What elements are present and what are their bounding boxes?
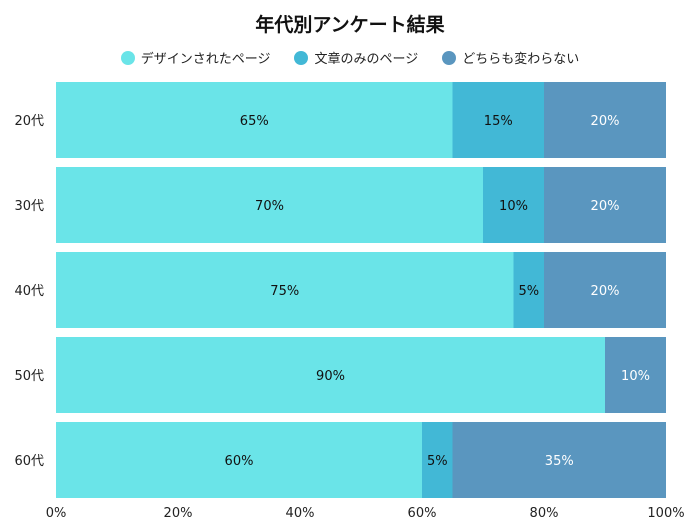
x-tick-label: 0% xyxy=(46,506,67,521)
bar-segment xyxy=(56,337,605,413)
chart-title: 年代別アンケート結果 xyxy=(255,14,445,36)
legend-label: どちらも変わらない xyxy=(462,52,580,67)
data-label: 90% xyxy=(316,369,345,384)
legend-item: 文章のみのページ xyxy=(294,48,418,67)
bar-segment xyxy=(544,252,666,328)
bar-segment xyxy=(56,422,422,498)
bar-segment xyxy=(452,82,544,158)
bar-segment xyxy=(605,337,666,413)
bar-segment xyxy=(422,422,453,498)
data-label: 20% xyxy=(591,284,620,299)
data-label: 75% xyxy=(270,284,299,299)
data-label: 60% xyxy=(225,454,254,469)
category-label: 50代 xyxy=(14,369,44,384)
category-label: 40代 xyxy=(14,284,44,299)
category-label: 60代 xyxy=(14,454,44,469)
legend-swatch xyxy=(120,50,135,65)
legend-swatch xyxy=(294,50,309,65)
bar-segment xyxy=(56,82,453,158)
bar-segment xyxy=(513,252,544,328)
legend-item: どちらも変わらない xyxy=(442,48,579,67)
data-label: 65% xyxy=(240,114,269,129)
bar-segment xyxy=(56,167,483,243)
category-label: 20代 xyxy=(14,114,44,129)
data-label: 5% xyxy=(427,454,448,469)
data-label: 70% xyxy=(255,199,284,214)
data-label: 15% xyxy=(484,114,513,129)
x-tick-label: 20% xyxy=(164,506,193,521)
data-label: 10% xyxy=(499,199,528,214)
x-tick-label: 40% xyxy=(286,506,315,521)
data-label: 20% xyxy=(591,114,620,129)
bar-segment xyxy=(452,422,666,498)
legend: デザインされたページ 文章のみのページ どちらも変わらない xyxy=(0,48,700,67)
x-tick-label: 100% xyxy=(647,506,684,521)
bar-segment xyxy=(544,167,666,243)
x-tick-label: 60% xyxy=(408,506,437,521)
legend-swatch xyxy=(442,50,457,65)
bar-segment xyxy=(544,82,666,158)
legend-label: デザインされたページ xyxy=(140,52,271,67)
bar-segment xyxy=(56,252,514,328)
category-label: 30代 xyxy=(14,199,44,214)
data-label: 20% xyxy=(591,199,620,214)
legend-label: 文章のみのページ xyxy=(314,52,419,67)
x-tick-label: 80% xyxy=(530,506,559,521)
bar-segment xyxy=(483,167,544,243)
legend-item: デザインされたページ xyxy=(120,48,271,67)
data-label: 35% xyxy=(545,454,574,469)
data-label: 10% xyxy=(621,369,650,384)
data-label: 5% xyxy=(518,284,539,299)
